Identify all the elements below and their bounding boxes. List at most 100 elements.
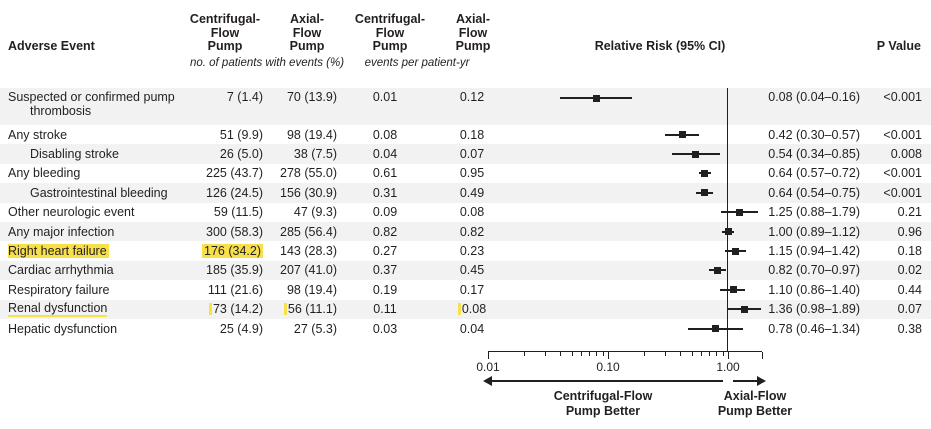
- table-row: Any major infection 300 (58.3) 285 (56.4) 0…: [0, 221, 931, 242]
- cell-text: 0.64 (0.54–0.75): [768, 185, 860, 200]
- cell-n2: 47 (9.3): [252, 203, 337, 222]
- cell-text: 0.37: [372, 263, 398, 278]
- cell-e2: 0.07: [437, 144, 507, 163]
- cell-e1: 0.09: [350, 203, 420, 222]
- cell-text: 300 (58.3): [206, 224, 263, 239]
- direction-label-line: Pump Better: [565, 404, 641, 418]
- cell-text: 47 (9.3): [293, 205, 337, 220]
- cell-text: 0.96: [897, 224, 922, 239]
- axis-tick-minor: [680, 352, 682, 356]
- row-label: Respiratory failure: [8, 282, 110, 297]
- cell-e1: 0.04: [350, 144, 420, 163]
- cell-n2: 27 (5.3): [252, 319, 337, 338]
- cell-text: 70 (13.9): [286, 90, 337, 104]
- cell-p: 0.07: [852, 300, 922, 319]
- cell-text: 98 (19.4): [286, 282, 337, 297]
- cell-rr_text: 0.08 (0.04–0.16): [750, 88, 860, 125]
- cell-text: 207 (41.0): [280, 263, 337, 278]
- cell-p: <0.001: [852, 183, 922, 202]
- cell-n2: 278 (55.0): [252, 164, 337, 183]
- cell-n1: 59 (11.5): [178, 203, 263, 222]
- cell-rr_text: 1.15 (0.94–1.42): [750, 241, 860, 260]
- axis-tick-label: 0.01: [476, 360, 500, 374]
- cell-text: 38 (7.5): [293, 147, 337, 162]
- row-label: Renal dysfunction: [8, 301, 108, 318]
- cell-text: 126 (24.5): [206, 185, 263, 200]
- cell-text: 51 (9.9): [219, 127, 263, 142]
- col-header-centrifugal-n: Centrifugal- Flow Pump: [175, 12, 275, 54]
- cell-rr_text: 0.42 (0.30–0.57): [750, 125, 860, 144]
- direction-label-line: Pump Better: [717, 404, 793, 418]
- table-row: Renal dysfunction 73 (14.2) 56 (11.1) 0.11 0…: [0, 299, 931, 319]
- cell-e1: 0.19: [350, 280, 420, 299]
- cell-n1: 51 (9.9): [178, 125, 263, 144]
- cell-text: 225 (43.7): [206, 166, 263, 181]
- table-row: Right heart failure 176 (34.2) 143 (28.3) 0…: [0, 241, 931, 260]
- cell-text: 0.08: [461, 302, 487, 317]
- cell-n1: 25 (4.9): [178, 319, 263, 338]
- cell-p: 0.21: [852, 203, 922, 222]
- col-header-line: Pump: [207, 39, 243, 53]
- cell-p: 0.008: [852, 144, 922, 163]
- point-estimate-marker: [740, 305, 748, 313]
- axis-tick-minor: [709, 352, 711, 356]
- point-estimate-marker: [701, 169, 709, 177]
- cell-e2: 0.08: [437, 300, 507, 319]
- point-estimate-marker: [701, 189, 709, 197]
- point-estimate-marker: [711, 325, 719, 333]
- cell-n1: 73 (14.2): [178, 300, 263, 319]
- cell-text: 0.08: [372, 127, 398, 142]
- axis-tick-minor: [665, 352, 667, 356]
- col-header-centrifugal-events: Centrifugal- Flow Pump: [340, 12, 440, 54]
- row-label-cell: Gastrointestinal bleeding: [30, 183, 210, 202]
- cell-text: 0.44: [897, 282, 922, 297]
- cell-p: <0.001: [852, 125, 922, 144]
- cell-text: 285 (56.4): [280, 224, 337, 239]
- left-arrow-line: [490, 380, 723, 382]
- cell-text: 0.09: [372, 205, 398, 220]
- row-label: Gastrointestinal bleeding: [30, 185, 168, 200]
- cell-p: 0.96: [852, 222, 922, 241]
- row-label: Other neurologic event: [8, 205, 135, 220]
- cell-n2: 70 (13.9): [252, 88, 337, 125]
- cell-rr_text: 0.64 (0.54–0.75): [750, 183, 860, 202]
- cell-text: 0.21: [897, 205, 922, 220]
- cell-rr_text: 1.00 (0.89–1.12): [750, 222, 860, 241]
- cell-n2: 207 (41.0): [252, 261, 337, 280]
- cell-e1: 0.27: [350, 241, 420, 260]
- cell-text: 1.36 (0.98–1.89): [768, 302, 860, 317]
- cell-text: 0.31: [372, 185, 398, 200]
- cell-text: 278 (55.0): [280, 166, 337, 181]
- cell-e2: 0.45: [437, 261, 507, 280]
- cell-text: 0.45: [459, 263, 485, 278]
- cell-e1: 0.11: [350, 300, 420, 319]
- cell-p: 0.02: [852, 261, 922, 280]
- cell-text: 0.07: [459, 147, 485, 162]
- cell-text: 1.00 (0.89–1.12): [768, 224, 860, 239]
- cell-rr_text: 0.54 (0.34–0.85): [750, 144, 860, 163]
- cell-text: 0.61: [372, 166, 398, 181]
- point-estimate-marker: [736, 208, 744, 216]
- cell-n2: 38 (7.5): [252, 144, 337, 163]
- row-label-cell: Cardiac arrhythmia: [8, 261, 203, 280]
- cell-text: 0.18: [459, 127, 485, 142]
- cell-e2: 0.18: [437, 125, 507, 144]
- axis-tick-major: [608, 352, 609, 359]
- cell-p: <0.001: [852, 88, 922, 125]
- axis-tick-minor: [571, 352, 573, 356]
- axis-tick-major: [488, 352, 489, 359]
- cell-n1: 7 (1.4): [178, 88, 263, 125]
- cell-text: 0.04: [372, 147, 398, 162]
- col-header-line: Flow: [292, 25, 322, 40]
- row-label-cell: Respiratory failure: [8, 280, 203, 299]
- cell-text: 0.01: [372, 90, 398, 104]
- row-label-cell: Hepatic dysfunction: [8, 319, 203, 338]
- axis-tick-minor: [560, 352, 562, 356]
- cell-n1: 225 (43.7): [178, 164, 263, 183]
- subheader-patient-yr: events per patient-yr: [364, 57, 470, 69]
- cell-text: 73 (14.2): [212, 302, 263, 317]
- table-row: Hepatic dysfunction 25 (4.9) 27 (5.3) 0.03 0…: [0, 319, 931, 338]
- row-label-cell: Any bleeding: [8, 164, 203, 183]
- table-row: Cardiac arrhythmia 185 (35.9) 207 (41.0) 0.…: [0, 260, 931, 281]
- cell-n1: 185 (35.9): [178, 261, 263, 280]
